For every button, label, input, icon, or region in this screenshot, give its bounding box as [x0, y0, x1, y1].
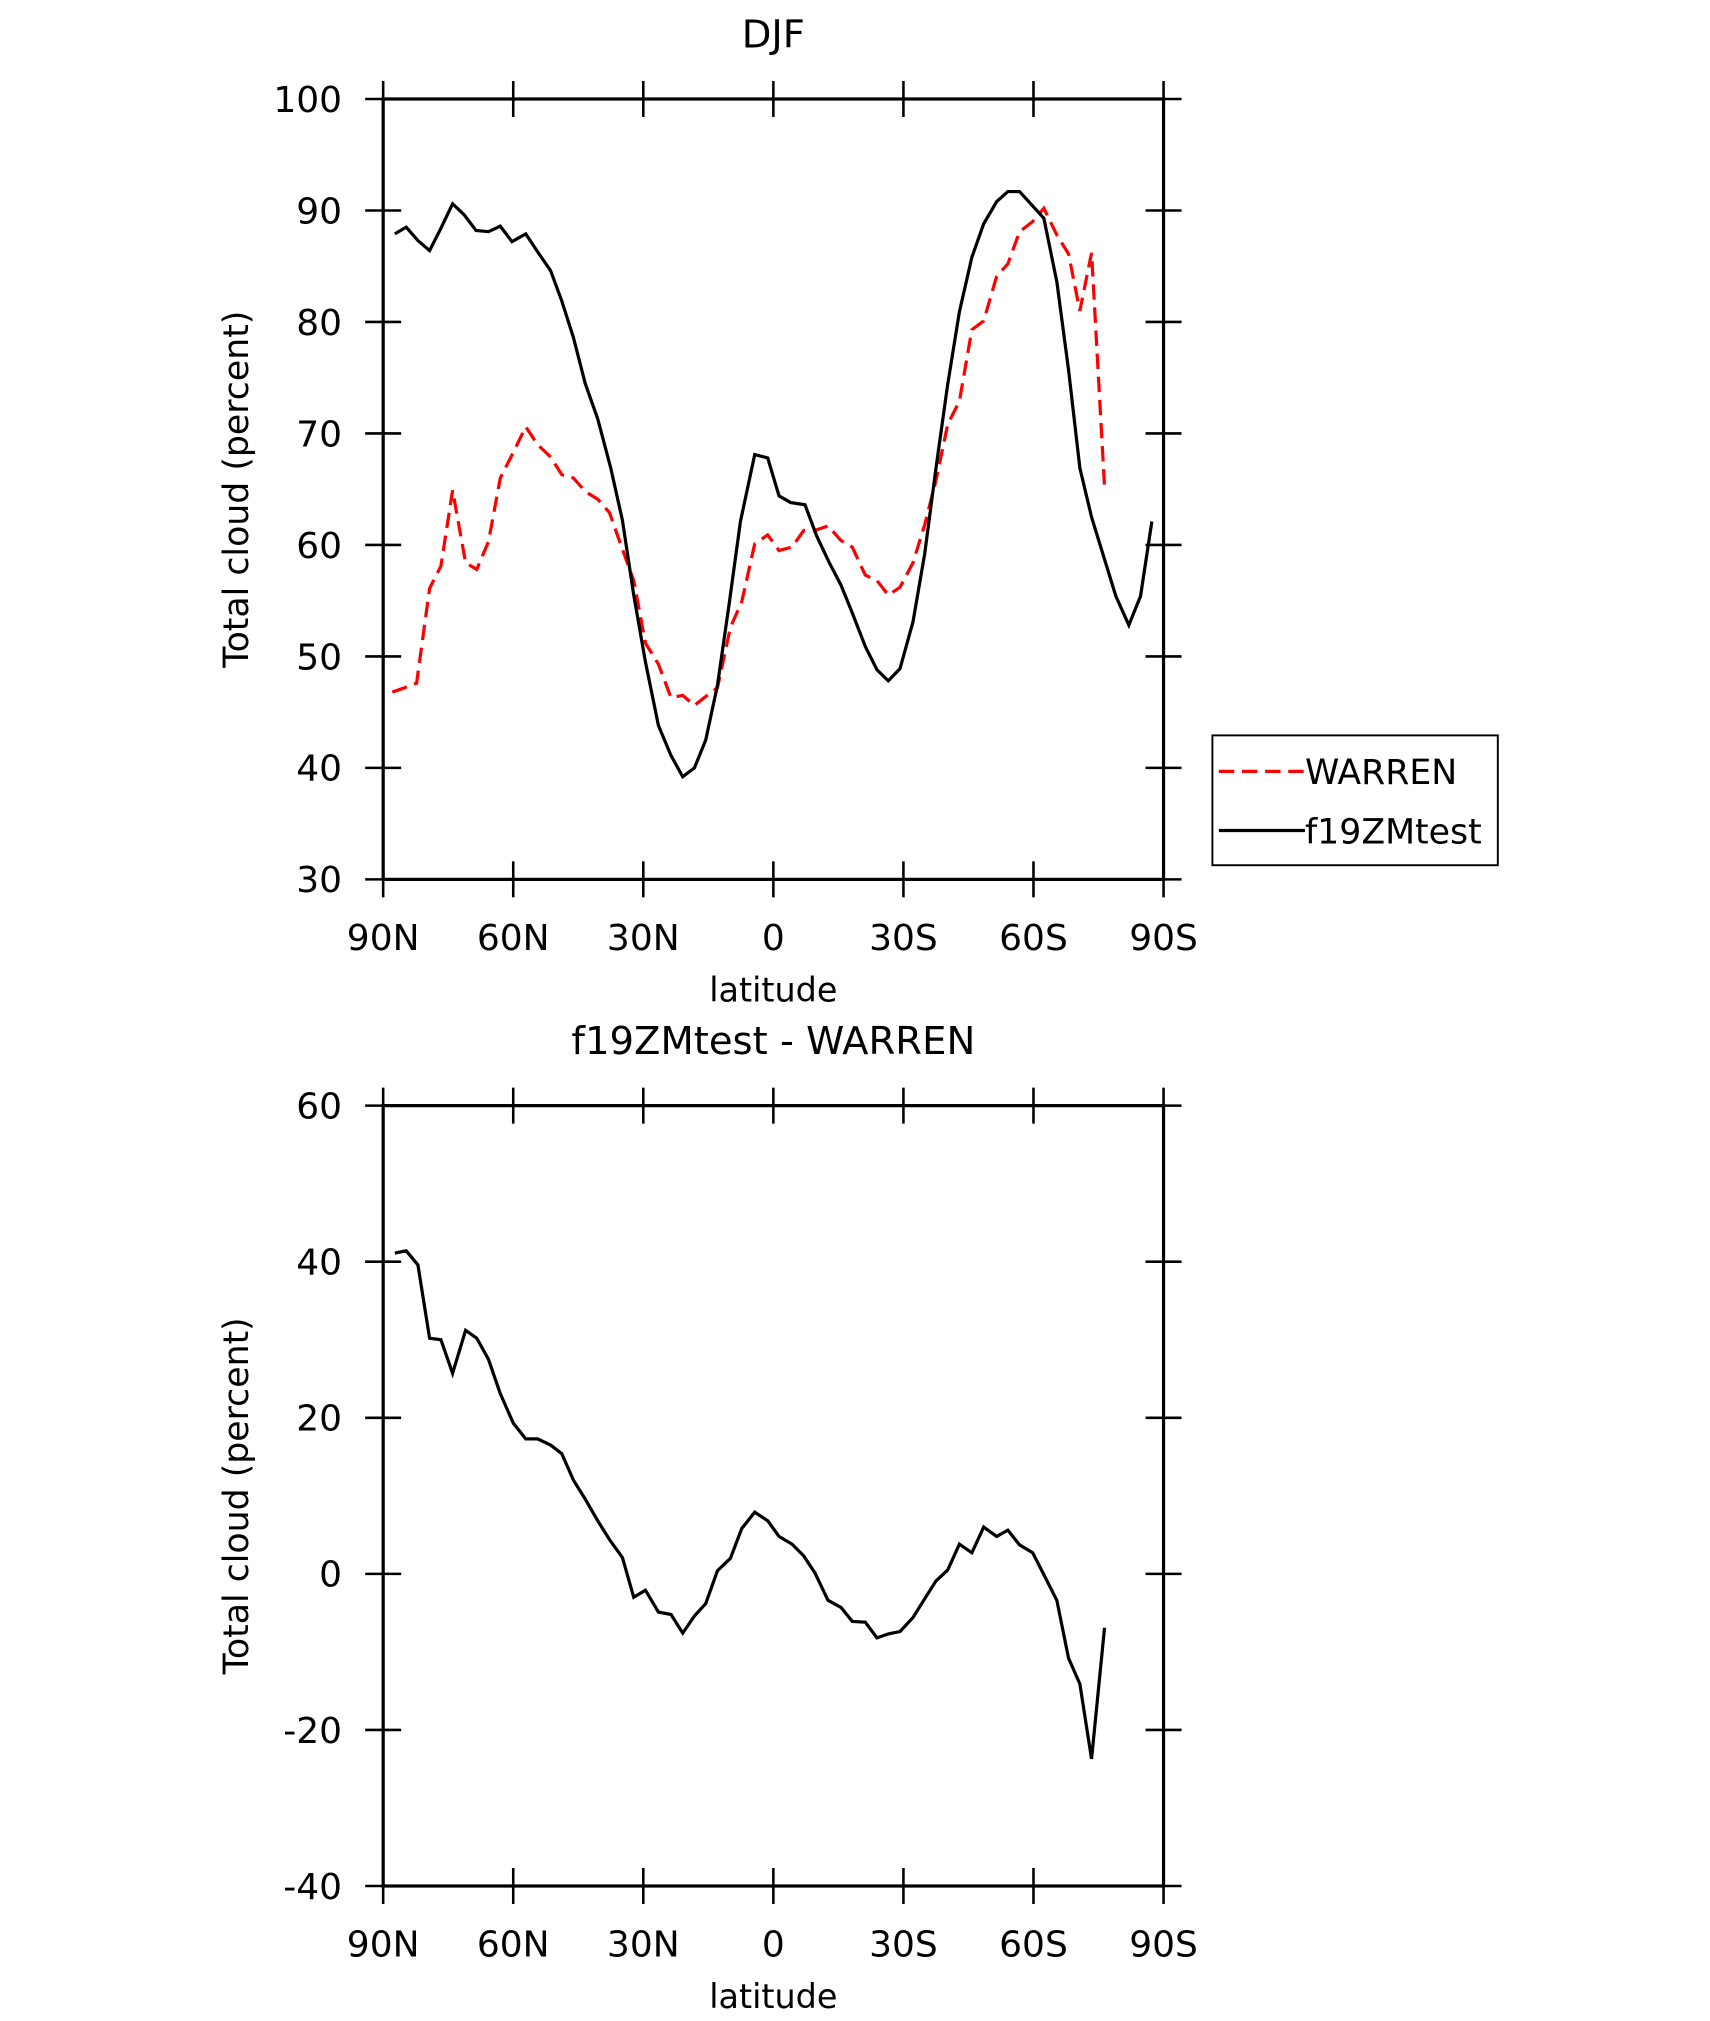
series-line — [394, 1249, 1107, 1760]
x-tick-label: 0 — [762, 918, 785, 959]
y-tick-label: 40 — [296, 1243, 342, 1284]
x-tick-label: 90N — [347, 1925, 420, 1966]
x-tick-label: 60S — [999, 918, 1068, 959]
x-tick-label: 30N — [607, 918, 680, 959]
y-tick-label: 20 — [296, 1399, 342, 1440]
y-axis-label: Total cloud (percent) — [217, 1317, 257, 1675]
y-tick-label: -20 — [283, 1711, 342, 1752]
series-line — [391, 205, 1107, 708]
y-tick-label: -40 — [283, 1867, 342, 1908]
x-axis-label: latitude — [709, 971, 837, 1010]
x-tick-label: 60S — [999, 1925, 1068, 1966]
legend-label: f19ZMtest — [1305, 812, 1482, 852]
legend-label: WARREN — [1305, 753, 1457, 793]
y-tick-label: 70 — [296, 414, 342, 455]
chart-title: DJF — [742, 13, 805, 58]
x-tick-label: 90S — [1129, 918, 1198, 959]
x-axis-label: latitude — [709, 1977, 837, 2016]
y-tick-label: 100 — [273, 80, 342, 121]
y-axis-label: Total cloud (percent) — [217, 311, 257, 669]
y-tick-label: 30 — [296, 860, 342, 901]
y-tick-label: 60 — [296, 1086, 342, 1127]
x-tick-label: 0 — [762, 1925, 785, 1966]
legend-box — [1211, 734, 1499, 867]
x-tick-label: 30N — [607, 1925, 680, 1966]
y-tick-label: 90 — [296, 191, 342, 232]
y-tick-label: 50 — [296, 637, 342, 678]
chart-title: f19ZMtest - WARREN — [571, 1019, 975, 1064]
y-tick-label: 0 — [319, 1555, 342, 1596]
x-tick-label: 90N — [347, 918, 420, 959]
plot-frame — [381, 97, 1166, 881]
x-tick-label: 30S — [869, 918, 938, 959]
y-tick-label: 60 — [296, 526, 342, 567]
y-tick-label: 80 — [296, 303, 342, 344]
x-tick-label: 30S — [869, 1925, 938, 1966]
x-tick-label: 90S — [1129, 1925, 1198, 1966]
plot-frame — [381, 1104, 1166, 1888]
x-tick-label: 60N — [477, 1925, 550, 1966]
x-tick-label: 60N — [477, 918, 550, 959]
series-line — [394, 189, 1154, 780]
y-tick-label: 40 — [296, 749, 342, 790]
